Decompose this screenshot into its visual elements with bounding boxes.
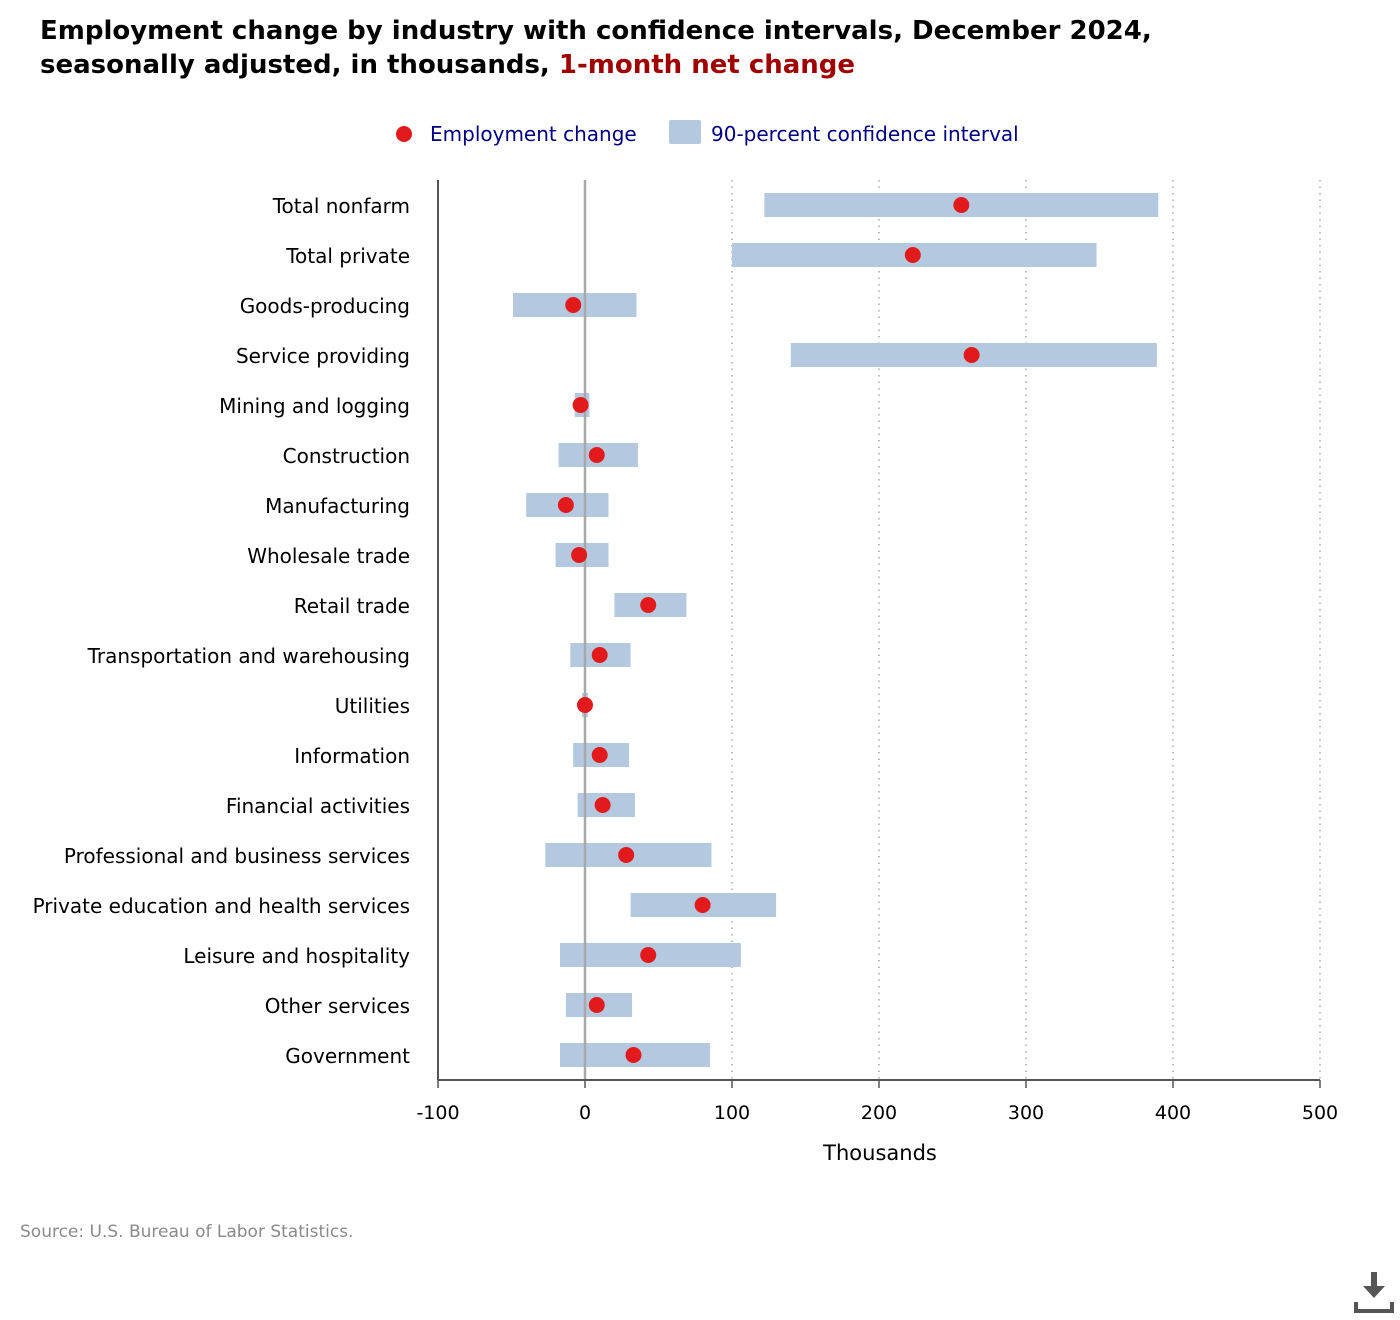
download-button[interactable] xyxy=(1352,1270,1396,1314)
axes xyxy=(437,180,1321,1088)
employment-change-point xyxy=(618,847,635,863)
category-label: Goods-producing xyxy=(240,294,410,318)
employment-change-point xyxy=(572,397,589,413)
employment-change-point xyxy=(571,547,588,563)
category-labels: Total nonfarm Total private Goods-producin… xyxy=(33,194,411,1068)
employment-change-point xyxy=(625,1047,642,1063)
employment-change-point xyxy=(588,447,605,463)
legend-interval-swatch xyxy=(669,120,701,144)
category-label: Service providing xyxy=(236,344,410,368)
legend-interval-label: 90-percent confidence interval xyxy=(711,122,1019,146)
category-label: Leisure and hospitality xyxy=(183,944,410,968)
category-label: Manufacturing xyxy=(265,494,410,518)
employment-change-point xyxy=(904,247,921,263)
category-label: Government xyxy=(285,1044,410,1068)
x-tick-labels: -100 0 100 200 300 400 500 xyxy=(416,1102,1338,1124)
legend: Employment change 90-percent confidence … xyxy=(396,120,1019,146)
category-label: Total nonfarm xyxy=(272,194,410,218)
employment-change-point xyxy=(640,597,657,613)
category-label: Financial activities xyxy=(226,794,410,818)
employment-change-point xyxy=(577,697,593,713)
employment-change-point xyxy=(594,797,611,813)
chart-title: Employment change by industry with confi… xyxy=(40,14,1360,82)
legend-point-label: Employment change xyxy=(430,122,637,146)
category-label: Mining and logging xyxy=(219,394,410,418)
employment-change-point xyxy=(588,997,605,1013)
chart-title-line-2-text: seasonally adjusted, in thousands, xyxy=(40,50,559,80)
x-tick-label: -100 xyxy=(416,1102,459,1124)
employment-change-point xyxy=(591,747,608,763)
chart-title-line-1: Employment change by industry with confi… xyxy=(40,16,1152,46)
category-label: Wholesale trade xyxy=(247,544,410,568)
category-label: Other services xyxy=(265,994,410,1018)
category-label: Total private xyxy=(285,244,410,268)
category-label: Utilities xyxy=(335,694,410,718)
chart-title-highlight: 1-month net change xyxy=(558,50,856,80)
x-tick-label: 300 xyxy=(1008,1102,1044,1124)
confidence-intervals xyxy=(512,193,1159,1067)
x-tick-label: 500 xyxy=(1302,1102,1338,1124)
x-axis-title: Thousands xyxy=(822,1141,937,1165)
chart-title-line-2: seasonally adjusted, in thousands, 1-mon… xyxy=(40,48,1360,82)
category-label: Professional and business services xyxy=(64,844,410,868)
category-label: Private education and health services xyxy=(33,894,410,918)
x-tick-label: 0 xyxy=(579,1102,591,1124)
employment-change-point xyxy=(557,497,574,513)
employment-change-point xyxy=(565,297,582,313)
category-label: Construction xyxy=(283,444,410,468)
employment-change-points xyxy=(557,197,980,1063)
legend-point-marker xyxy=(396,126,412,142)
employment-change-point xyxy=(963,347,980,363)
category-label: Retail trade xyxy=(294,594,410,618)
x-tick-label: 100 xyxy=(714,1102,750,1124)
x-tick-label: 400 xyxy=(1155,1102,1191,1124)
grid-lines xyxy=(731,180,1321,1080)
category-label: Information xyxy=(294,744,410,768)
x-tick-label: 200 xyxy=(861,1102,897,1124)
employment-change-point xyxy=(953,197,970,213)
category-label: Transportation and warehousing xyxy=(87,644,410,668)
employment-change-point xyxy=(640,947,657,963)
employment-change-point xyxy=(591,647,608,663)
download-icon xyxy=(1354,1272,1394,1313)
employment-change-point xyxy=(694,897,711,913)
source-note: Source: U.S. Bureau of Labor Statistics. xyxy=(20,1222,354,1242)
